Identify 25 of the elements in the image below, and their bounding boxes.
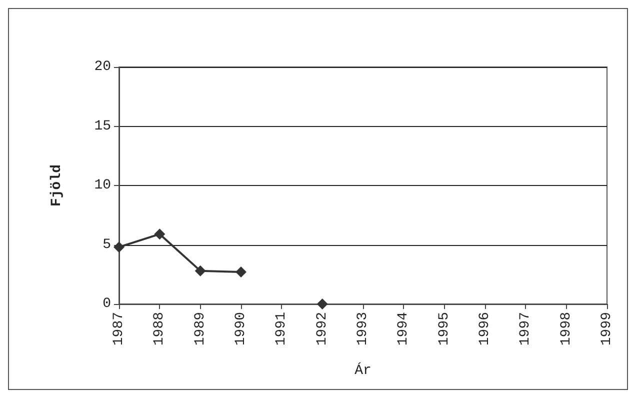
- y-tick-label: 5: [102, 236, 111, 253]
- x-tick-label: 1990: [233, 312, 249, 346]
- x-tick-label: 1999: [599, 312, 615, 346]
- point: [236, 266, 246, 278]
- y-tick-label: 15: [94, 118, 111, 134]
- x-tick-label: 1987: [111, 312, 127, 346]
- y-tick-label: 10: [94, 178, 111, 194]
- point: [316, 298, 328, 310]
- y-axis-title: Fjöld: [49, 164, 65, 207]
- point: [114, 242, 124, 253]
- point: [194, 265, 206, 276]
- x-tick-label: 1998: [558, 312, 574, 346]
- x-tick-label: 1993: [355, 312, 371, 346]
- x-tick-label: 1989: [192, 312, 208, 346]
- x-tick-label: 1997: [518, 312, 534, 346]
- x-tick-label: 1996: [477, 312, 493, 346]
- y-tick-label: 20: [94, 59, 111, 75]
- point: [154, 228, 166, 240]
- x-tick-label: 1988: [152, 312, 168, 346]
- x-tick-label: 1992: [314, 312, 330, 346]
- x-tick-label: 1991: [274, 312, 290, 346]
- x-axis-title: Ár: [354, 362, 372, 379]
- y-tick-label: 0: [102, 296, 111, 312]
- x-tick-label: 1995: [436, 312, 452, 346]
- x-tick-label: 1994: [396, 312, 412, 346]
